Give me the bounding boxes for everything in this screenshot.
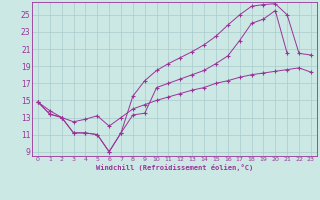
X-axis label: Windchill (Refroidissement éolien,°C): Windchill (Refroidissement éolien,°C) <box>96 164 253 171</box>
